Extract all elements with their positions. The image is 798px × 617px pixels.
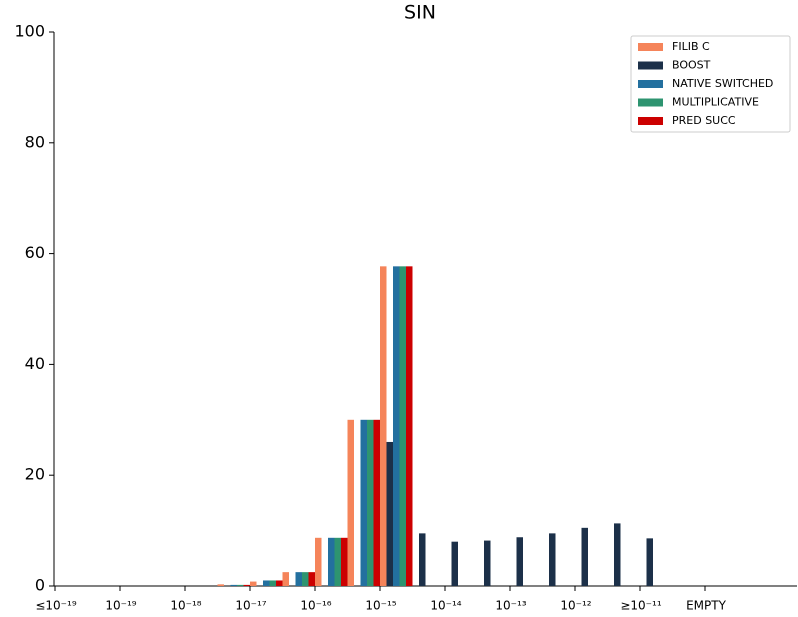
legend-label: MULTIPLICATIVE [672, 96, 759, 109]
legend-swatch [638, 80, 663, 88]
x-tick-label: 10⁻¹⁷ [235, 599, 266, 613]
x-tick-label: 10⁻¹⁹ [105, 599, 136, 613]
bar [399, 266, 406, 586]
legend-label: PRED SUCC [672, 114, 736, 127]
legend-swatch [638, 43, 663, 51]
bar [308, 572, 315, 586]
x-tick-label: 10⁻¹⁶ [300, 599, 331, 613]
bar [334, 537, 341, 586]
bar [614, 523, 621, 586]
x-tick-label: 10⁻¹⁵ [365, 599, 396, 613]
bar [315, 537, 322, 586]
bar [302, 572, 309, 586]
x-tick-label: 10⁻¹⁴ [430, 599, 461, 613]
bar [419, 533, 426, 586]
bar [269, 580, 276, 586]
y-tick-label: 0 [35, 576, 45, 595]
bar [393, 266, 400, 586]
bar [367, 419, 374, 586]
bar [276, 580, 283, 586]
bar [373, 419, 380, 586]
x-tick-label: 10⁻¹⁸ [170, 599, 201, 613]
bar [243, 584, 250, 586]
bar [341, 537, 348, 586]
bar [237, 584, 244, 586]
bar [217, 584, 224, 586]
bar [328, 537, 335, 586]
y-tick-label: 20 [25, 465, 45, 484]
chart-title: SIN [404, 2, 436, 24]
bar [386, 441, 393, 586]
legend-swatch [638, 61, 663, 70]
legend-swatch [638, 98, 663, 107]
bar [347, 419, 354, 586]
bar [360, 419, 367, 586]
x-tick-label: 10⁻¹² [560, 599, 591, 613]
bar [230, 584, 237, 586]
bar [295, 572, 302, 586]
x-tick-label: EMPTY [686, 599, 727, 613]
y-tick-label: 60 [25, 243, 45, 262]
x-tick-label: ≤10⁻¹⁹ [35, 599, 76, 613]
y-tick-label: 100 [14, 22, 45, 41]
bar [406, 266, 413, 586]
legend-label: BOOST [672, 59, 711, 72]
x-tick-label: ≥10⁻¹¹ [620, 599, 661, 613]
bar [263, 580, 270, 586]
bar [549, 533, 556, 586]
legend-swatch [638, 117, 663, 125]
bar [380, 266, 387, 586]
bar [484, 540, 491, 586]
legend-box [630, 35, 791, 133]
x-tick-label: 10⁻¹³ [495, 599, 526, 613]
bar [451, 541, 458, 586]
legend-label: NATIVE SWITCHED [672, 77, 773, 90]
y-tick-label: 40 [25, 354, 45, 373]
bar [581, 527, 588, 586]
legend-label: FILIB C [672, 40, 710, 53]
bar [282, 572, 289, 586]
bar [250, 581, 257, 586]
bar [646, 538, 653, 586]
bar [516, 537, 523, 586]
y-tick-label: 80 [25, 132, 45, 151]
